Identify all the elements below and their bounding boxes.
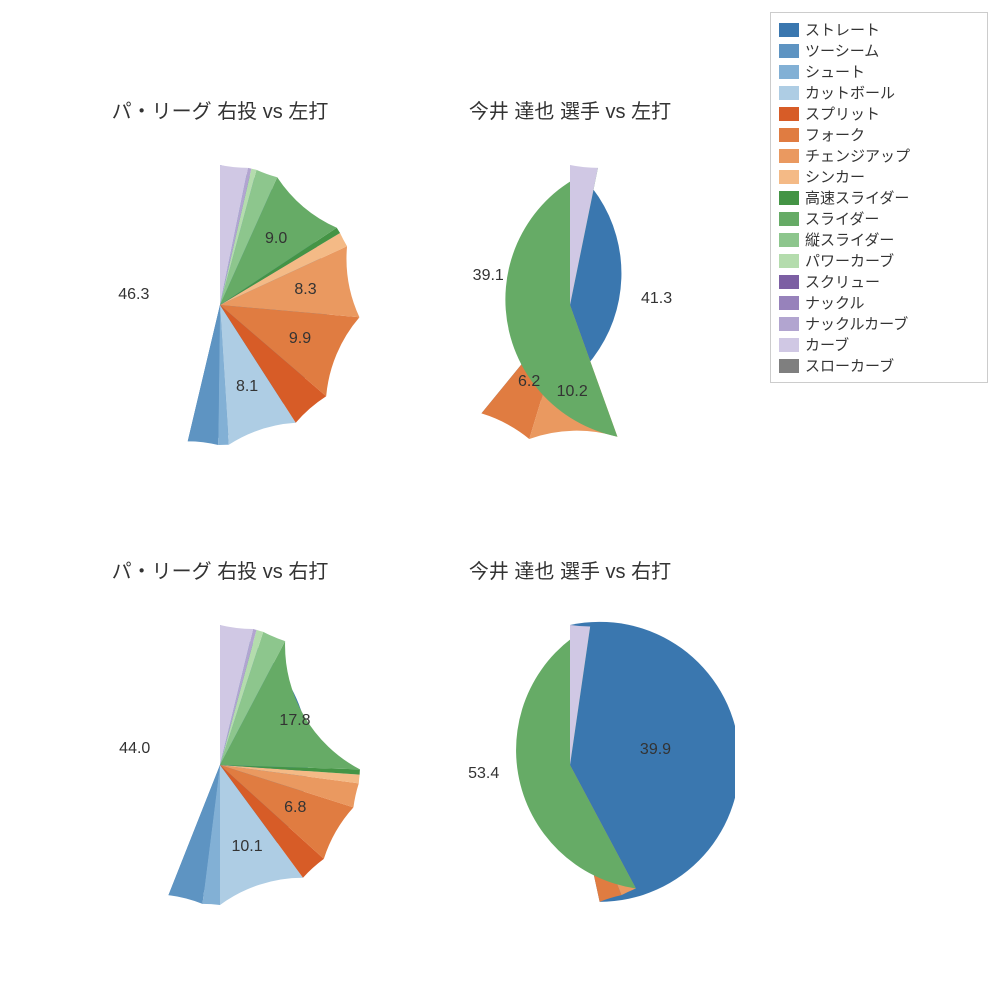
legend-swatch [779, 338, 799, 352]
legend-label: スプリット [805, 103, 880, 124]
pie-label-straight: 39.1 [473, 267, 504, 285]
legend-item-screw: スクリュー [779, 271, 979, 292]
legend-swatch [779, 86, 799, 100]
legend-label: パワーカーブ [805, 250, 894, 271]
panel-league-rhp-vs-lhb: パ・リーグ 右投 vs 左打 46.38.19.98.39.0 [55, 95, 385, 475]
pie-svg [55, 555, 385, 935]
legend-swatch [779, 149, 799, 163]
pie-svg [55, 95, 385, 475]
legend-item-power_curve: パワーカーブ [779, 250, 979, 271]
legend-item-fork: フォーク [779, 124, 979, 145]
pie-chart: 44.0 10.1 6.8 17.8 [55, 555, 385, 935]
legend-label: 縦スライダー [805, 229, 894, 250]
legend-item-changeup: チェンジアップ [779, 145, 979, 166]
legend-item-vert_slider: 縦スライダー [779, 229, 979, 250]
legend-swatch [779, 233, 799, 247]
legend-item-straight: ストレート [779, 19, 979, 40]
legend-label: ストレート [805, 19, 880, 40]
legend-label: フォーク [805, 124, 865, 145]
pie-label-straight: 46.3 [118, 286, 149, 304]
pie-label-changeup: 8.3 [294, 281, 316, 299]
legend-item-slider: スライダー [779, 208, 979, 229]
pie-label-cutball: 10.1 [232, 838, 263, 856]
pie-label-slider: 39.9 [640, 741, 671, 759]
legend-label: シュート [805, 61, 865, 82]
legend-swatch [779, 254, 799, 268]
legend-item-fast_slider: 高速スライダー [779, 187, 979, 208]
legend-swatch [779, 275, 799, 289]
pie-label-fork: 9.9 [289, 330, 311, 348]
legend-item-curve: カーブ [779, 334, 979, 355]
legend-item-knuckle: ナックル [779, 292, 979, 313]
legend-label: カーブ [805, 334, 849, 355]
legend-swatch [779, 23, 799, 37]
legend: ストレートツーシームシュートカットボールスプリットフォークチェンジアップシンカー… [770, 12, 988, 383]
legend-label: スクリュー [805, 271, 880, 292]
legend-item-cutball: カットボール [779, 82, 979, 103]
pie-label-slider: 41.3 [641, 290, 672, 308]
legend-swatch [779, 296, 799, 310]
pie-label-changeup: 10.2 [557, 383, 588, 401]
legend-swatch [779, 359, 799, 373]
legend-item-knuckle_curve: ナックルカーブ [779, 313, 979, 334]
legend-item-slow_curve: スローカーブ [779, 355, 979, 376]
legend-label: ナックル [805, 292, 865, 313]
legend-label: ナックルカーブ [805, 313, 908, 334]
legend-item-split: スプリット [779, 103, 979, 124]
panel-player-vs-rhb: 今井 達也 選手 vs 右打 53.439.9 [405, 555, 735, 935]
pie-label-cutball: 8.1 [236, 378, 258, 396]
legend-label: スローカーブ [805, 355, 894, 376]
legend-swatch [779, 317, 799, 331]
legend-label: チェンジアップ [805, 145, 910, 166]
pie-label-fork: 6.8 [284, 799, 306, 817]
legend-label: シンカー [805, 166, 865, 187]
legend-item-two_seam: ツーシーム [779, 40, 979, 61]
legend-label: スライダー [805, 208, 879, 229]
legend-label: 高速スライダー [805, 187, 909, 208]
pie-chart: 46.3 8.1 9.9 8.3 9.0 [55, 95, 385, 475]
legend-swatch [779, 212, 799, 226]
pie-label-slider: 9.0 [265, 230, 287, 248]
pie-svg [405, 95, 735, 475]
pie-chart: 53.4 39.9 [405, 555, 735, 935]
legend-label: ツーシーム [805, 40, 879, 61]
legend-swatch [779, 44, 799, 58]
legend-swatch [779, 191, 799, 205]
pie-label-slider: 17.8 [279, 712, 310, 730]
pie-label-straight: 44.0 [119, 740, 150, 758]
legend-swatch [779, 65, 799, 79]
pie-slice-two_seam [188, 305, 220, 445]
pie-chart: 39.1 6.2 10.2 41.3 [405, 95, 735, 475]
pie-label-straight: 53.4 [468, 765, 499, 783]
legend-swatch [779, 107, 799, 121]
panel-league-rhp-vs-rhb: パ・リーグ 右投 vs 右打 44.010.16.817.8 [55, 555, 385, 935]
pie-svg [405, 555, 735, 935]
chart-root: パ・リーグ 右投 vs 左打 46.38.19.98.39.0 今井 達也 選手… [0, 0, 1000, 1000]
legend-swatch [779, 128, 799, 142]
legend-item-sinker: シンカー [779, 166, 979, 187]
panel-player-vs-lhb: 今井 達也 選手 vs 左打 39.16.210.241.3 [405, 95, 735, 475]
legend-item-shoot: シュート [779, 61, 979, 82]
pie-label-fork: 6.2 [518, 373, 540, 391]
legend-swatch [779, 170, 799, 184]
legend-label: カットボール [805, 82, 895, 103]
